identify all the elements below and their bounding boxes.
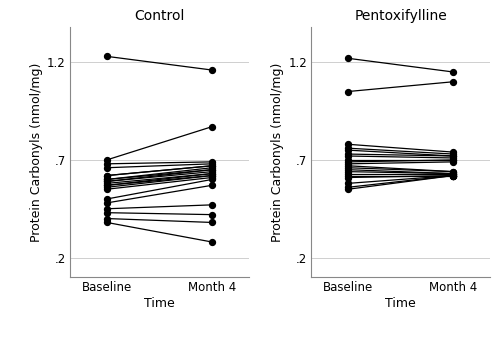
Point <box>103 216 111 221</box>
Point <box>449 157 457 163</box>
Point <box>344 142 352 147</box>
Point <box>103 183 111 188</box>
Point <box>344 161 352 167</box>
Point <box>208 165 216 170</box>
Point <box>344 171 352 176</box>
Point <box>208 239 216 245</box>
Point <box>208 171 216 176</box>
Title: Pentoxifylline: Pentoxifylline <box>354 9 447 23</box>
Point <box>208 169 216 174</box>
Point <box>344 157 352 163</box>
Point <box>344 165 352 170</box>
Y-axis label: Protein Carbonyls (nmol/mg): Protein Carbonyls (nmol/mg) <box>271 63 284 242</box>
Y-axis label: Protein Carbonyls (nmol/mg): Protein Carbonyls (nmol/mg) <box>30 63 43 242</box>
Point <box>103 54 111 59</box>
Point <box>449 173 457 178</box>
Point <box>208 163 216 168</box>
Point <box>103 179 111 184</box>
Point <box>344 185 352 190</box>
Point <box>344 167 352 172</box>
Point <box>208 175 216 180</box>
Point <box>103 165 111 170</box>
Point <box>344 175 352 180</box>
Point <box>449 169 457 174</box>
Point <box>208 167 216 172</box>
Point <box>449 173 457 178</box>
Point <box>208 173 216 178</box>
Point <box>208 67 216 73</box>
Point <box>103 180 111 186</box>
Point <box>344 151 352 157</box>
Point <box>449 155 457 161</box>
Point <box>103 173 111 178</box>
X-axis label: Time: Time <box>144 297 174 310</box>
Point <box>208 220 216 225</box>
Point <box>208 159 216 165</box>
Point <box>449 159 457 165</box>
Point <box>103 183 111 188</box>
Point <box>103 187 111 192</box>
Point <box>449 173 457 178</box>
Point <box>103 210 111 215</box>
Point <box>449 153 457 159</box>
Point <box>344 89 352 94</box>
Point <box>208 167 216 172</box>
Point <box>103 177 111 182</box>
Point <box>344 159 352 165</box>
Point <box>449 79 457 84</box>
Point <box>103 177 111 182</box>
Point <box>208 124 216 129</box>
Point <box>344 147 352 153</box>
Point <box>449 171 457 176</box>
Point <box>103 161 111 167</box>
Point <box>344 55 352 61</box>
Point <box>449 173 457 178</box>
Point <box>449 173 457 178</box>
Point <box>344 145 352 151</box>
Point <box>103 206 111 212</box>
Point <box>208 173 216 178</box>
Point <box>344 187 352 192</box>
Point <box>449 149 457 155</box>
Point <box>208 171 216 176</box>
Point <box>449 171 457 176</box>
Point <box>208 177 216 182</box>
Point <box>344 180 352 186</box>
Point <box>449 171 457 176</box>
Point <box>208 202 216 208</box>
Point <box>344 173 352 178</box>
Point <box>344 169 352 174</box>
Point <box>449 151 457 157</box>
Point <box>103 179 111 184</box>
Point <box>344 153 352 159</box>
X-axis label: Time: Time <box>386 297 416 310</box>
Point <box>103 196 111 202</box>
Point <box>208 161 216 167</box>
Point <box>103 157 111 163</box>
Point <box>208 163 216 168</box>
Point <box>103 173 111 178</box>
Point <box>449 69 457 75</box>
Point <box>103 185 111 190</box>
Point <box>103 200 111 206</box>
Point <box>344 163 352 168</box>
Point <box>449 153 457 159</box>
Point <box>103 220 111 225</box>
Title: Control: Control <box>134 9 184 23</box>
Point <box>208 183 216 188</box>
Point <box>449 157 457 163</box>
Point <box>449 169 457 174</box>
Point <box>208 212 216 217</box>
